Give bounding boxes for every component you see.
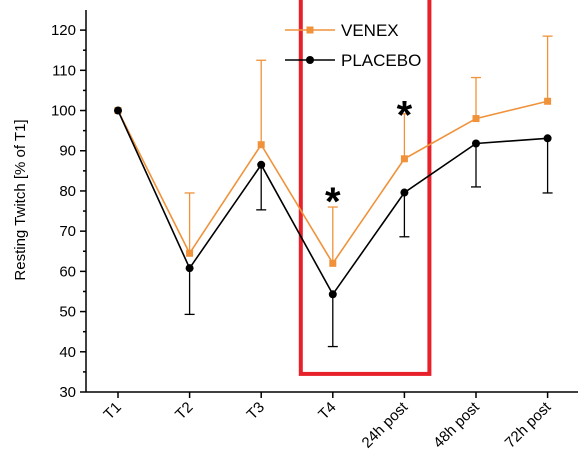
y-tick-label: 70 — [59, 223, 76, 240]
data-point-circle — [543, 134, 552, 143]
series-venex — [114, 35, 553, 267]
y-tick-label: 60 — [59, 263, 76, 280]
series-placebo — [114, 106, 553, 348]
highlight-box-layer — [298, 0, 432, 376]
data-point-square — [329, 259, 337, 267]
legend-label: VENEX — [341, 21, 399, 40]
y-tick-label: 120 — [51, 22, 76, 39]
y-tick-label: 30 — [59, 384, 76, 401]
x-tick-label: 48h post — [430, 398, 483, 451]
data-point-circle — [185, 264, 194, 273]
data-point-circle — [114, 106, 122, 115]
x-tick-label: T1 — [100, 399, 124, 423]
series-layer — [114, 35, 553, 348]
data-point-circle — [472, 139, 480, 148]
significance-marker: * — [397, 94, 413, 138]
annotations-layer: ** — [325, 94, 413, 224]
significance-marker: * — [325, 180, 341, 224]
x-tick-label: 72h post — [502, 398, 555, 451]
y-tick-label: 40 — [59, 344, 76, 361]
y-tick-label: 100 — [51, 103, 76, 120]
axes: 30 40 50 60 70 80 90 100 110 120 T1 T2 T3 T4 24h post 4… — [51, 10, 578, 452]
data-point-square — [257, 141, 265, 149]
y-tick-label: 80 — [59, 183, 76, 200]
data-point-circle — [328, 290, 337, 299]
data-point-square — [544, 97, 552, 105]
data-point-circle — [400, 188, 409, 197]
y-axis-title: Resting Twitch [% of T1] — [12, 119, 29, 280]
highlight-box — [298, 0, 432, 376]
legend-marker-circle — [306, 56, 314, 64]
data-point-circle — [257, 160, 266, 169]
x-tick-label: T3 — [244, 399, 268, 423]
x-tick-label: T2 — [172, 399, 196, 423]
data-point-square — [400, 155, 408, 163]
legend: VENEX PLACEBO — [285, 21, 421, 70]
legend-label: PLACEBO — [341, 51, 421, 70]
y-tick-label: 90 — [59, 143, 76, 160]
x-tick-label: T4 — [315, 399, 339, 423]
data-point-square — [472, 115, 480, 123]
y-tick-label: 110 — [52, 62, 76, 79]
legend-marker-square — [306, 26, 314, 34]
x-tick-label: 24h post — [359, 398, 412, 451]
data-point-square — [186, 249, 194, 257]
y-tick-label: 50 — [59, 304, 76, 321]
